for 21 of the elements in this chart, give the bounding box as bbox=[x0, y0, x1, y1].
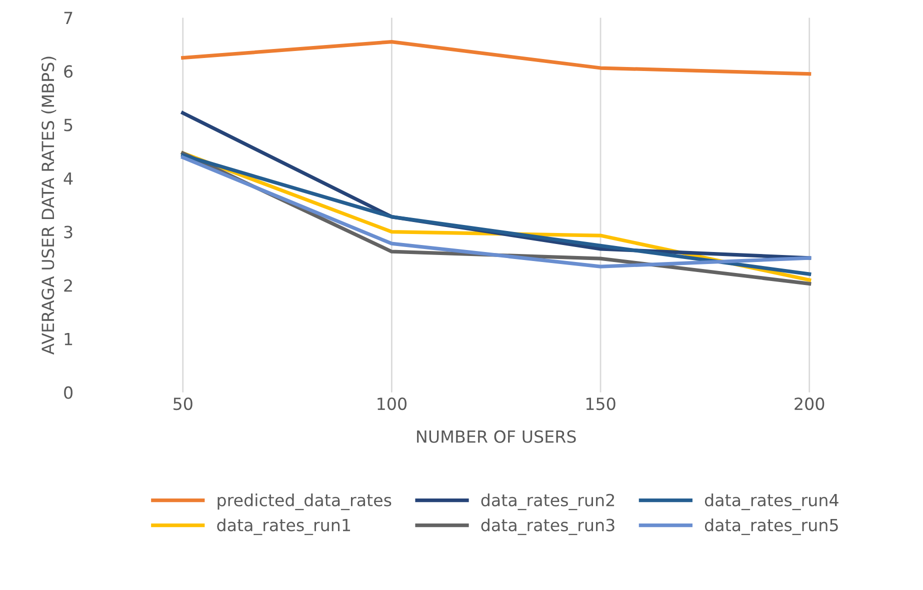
legend-label: data_rates_run3 bbox=[481, 518, 614, 536]
y-tick-label: 1 bbox=[64, 333, 72, 346]
y-tick-label: 3 bbox=[64, 226, 72, 238]
line-series bbox=[181, 40, 812, 76]
y-tick-label: 4 bbox=[64, 172, 73, 185]
x-tick-label: 200 bbox=[794, 398, 824, 410]
legend-label: data_rates_run2 bbox=[481, 494, 614, 510]
y-tick-label: 2 bbox=[64, 279, 72, 292]
y-axis-title: AVERAGA USER DATA RATES (MBPS) bbox=[41, 56, 56, 355]
x-axis-title: NUMBER OF USERS bbox=[417, 430, 576, 443]
y-tick-label: 7 bbox=[64, 12, 72, 24]
x-tick-label: 150 bbox=[586, 398, 616, 410]
legend-label: data_rates_run1 bbox=[217, 518, 350, 536]
y-tick-label: 6 bbox=[64, 65, 73, 78]
legend-label: predicted_data_rates bbox=[218, 494, 392, 510]
y-tick-label: 0 bbox=[64, 386, 72, 399]
legend-label: data_rates_run4 bbox=[704, 494, 838, 510]
x-tick-label: 100 bbox=[378, 398, 406, 410]
legend-label: data_rates_run5 bbox=[704, 518, 838, 536]
x-tick-label: 50 bbox=[174, 398, 192, 410]
y-tick-label: 5 bbox=[64, 118, 72, 132]
